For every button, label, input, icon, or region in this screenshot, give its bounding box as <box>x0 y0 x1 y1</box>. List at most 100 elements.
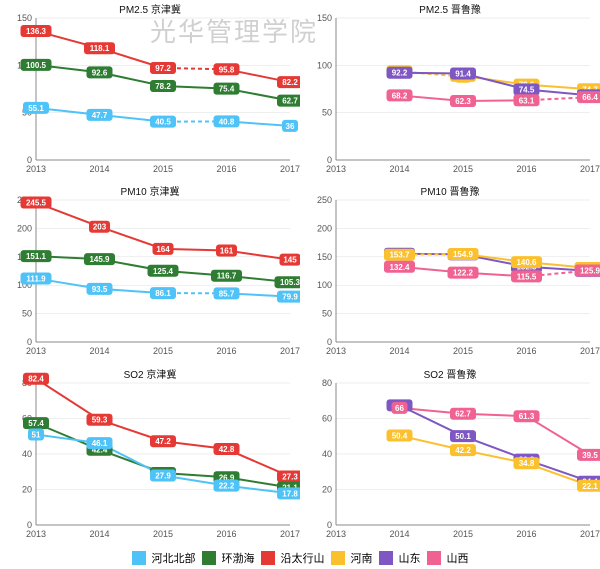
svg-text:68.2: 68.2 <box>392 91 408 100</box>
svg-text:61.3: 61.3 <box>519 412 535 421</box>
legend-label: 河北北部 <box>152 550 196 566</box>
panel-title: PM10 京津冀 <box>0 183 300 198</box>
panel-title: PM2.5 晋鲁豫 <box>300 1 600 16</box>
svg-text:2017: 2017 <box>280 346 300 356</box>
svg-text:62.3: 62.3 <box>455 97 471 106</box>
legend-label: 沿太行山 <box>281 550 325 566</box>
svg-text:91.4: 91.4 <box>455 69 471 78</box>
svg-text:50: 50 <box>322 309 332 319</box>
svg-text:27.3: 27.3 <box>282 472 298 481</box>
svg-text:47.2: 47.2 <box>155 437 171 446</box>
svg-text:97.2: 97.2 <box>155 64 171 73</box>
svg-text:2016: 2016 <box>516 529 536 539</box>
svg-text:2017: 2017 <box>280 164 300 174</box>
svg-text:153.7: 153.7 <box>389 251 410 260</box>
panel-title: SO2 京津冀 <box>0 366 300 381</box>
svg-text:63.1: 63.1 <box>519 96 535 105</box>
svg-text:2014: 2014 <box>389 346 409 356</box>
svg-text:40: 40 <box>322 449 332 459</box>
panel-title: SO2 晋鲁豫 <box>300 366 600 381</box>
svg-text:2015: 2015 <box>453 164 473 174</box>
svg-text:40: 40 <box>22 449 32 459</box>
svg-text:50: 50 <box>22 309 32 319</box>
svg-text:60: 60 <box>322 413 332 423</box>
svg-text:82.2: 82.2 <box>282 78 298 87</box>
chart-panel: SO2 晋鲁豫0204060802013201420152016201767.4… <box>300 365 600 547</box>
svg-text:59.3: 59.3 <box>92 415 108 424</box>
svg-text:2013: 2013 <box>326 529 346 539</box>
svg-text:62.7: 62.7 <box>282 97 298 106</box>
svg-text:55.1: 55.1 <box>28 104 44 113</box>
svg-text:95.8: 95.8 <box>219 65 235 74</box>
svg-text:2014: 2014 <box>389 529 409 539</box>
chart-panel: PM2.5 京津冀0501001502013201420152016201713… <box>0 0 300 182</box>
svg-text:86.1: 86.1 <box>155 289 171 298</box>
svg-text:57.4: 57.4 <box>28 419 44 428</box>
svg-text:2017: 2017 <box>280 529 300 539</box>
legend-swatch <box>427 551 441 565</box>
svg-text:36: 36 <box>286 122 295 131</box>
svg-text:2015: 2015 <box>153 529 173 539</box>
svg-text:122.2: 122.2 <box>453 269 474 278</box>
svg-text:42.8: 42.8 <box>219 445 235 454</box>
svg-text:46.1: 46.1 <box>92 439 108 448</box>
svg-text:22.1: 22.1 <box>582 481 598 490</box>
svg-text:125.4: 125.4 <box>153 267 174 276</box>
chart-panel: PM10 京津冀05010015020025020132014201520162… <box>0 182 300 364</box>
svg-text:20: 20 <box>22 484 32 494</box>
svg-text:100.5: 100.5 <box>26 61 47 70</box>
svg-text:2015: 2015 <box>453 529 473 539</box>
svg-text:2017: 2017 <box>580 529 600 539</box>
svg-text:51: 51 <box>32 430 41 439</box>
svg-text:75.4: 75.4 <box>219 85 235 94</box>
svg-text:2017: 2017 <box>580 164 600 174</box>
svg-text:2013: 2013 <box>26 164 46 174</box>
svg-text:136.3: 136.3 <box>26 27 47 36</box>
svg-text:74.5: 74.5 <box>519 85 535 94</box>
chart-panel: PM10 晋鲁豫05010015020025020132014201520162… <box>300 182 600 364</box>
svg-text:85.7: 85.7 <box>219 290 235 299</box>
svg-text:79.9: 79.9 <box>282 293 298 302</box>
legend-swatch <box>202 551 216 565</box>
chart-grid: PM2.5 京津冀0501001502013201420152016201713… <box>0 0 600 569</box>
legend-swatch <box>261 551 275 565</box>
svg-text:92.2: 92.2 <box>392 69 408 78</box>
svg-text:132.4: 132.4 <box>389 263 410 272</box>
svg-text:203: 203 <box>93 223 107 232</box>
svg-text:2014: 2014 <box>389 164 409 174</box>
svg-text:200: 200 <box>317 224 332 234</box>
svg-text:27.9: 27.9 <box>155 471 171 480</box>
svg-text:145: 145 <box>283 256 297 265</box>
svg-text:66: 66 <box>395 404 404 413</box>
svg-text:50: 50 <box>322 108 332 118</box>
svg-text:2014: 2014 <box>89 164 109 174</box>
svg-text:150: 150 <box>317 252 332 262</box>
legend-swatch <box>379 551 393 565</box>
svg-text:111.9: 111.9 <box>26 275 46 284</box>
svg-text:2013: 2013 <box>326 346 346 356</box>
panel-title: PM10 晋鲁豫 <box>300 183 600 198</box>
svg-text:2016: 2016 <box>216 164 236 174</box>
svg-text:2015: 2015 <box>453 346 473 356</box>
svg-text:50.4: 50.4 <box>392 431 408 440</box>
svg-text:105.3: 105.3 <box>280 279 300 288</box>
chart-panel: PM2.5 晋鲁豫0501001502013201420152016201793… <box>300 0 600 182</box>
svg-text:2016: 2016 <box>216 529 236 539</box>
svg-text:78.2: 78.2 <box>155 82 171 91</box>
legend-label: 山西 <box>447 550 469 566</box>
svg-text:151.1: 151.1 <box>26 253 47 262</box>
svg-text:100: 100 <box>317 281 332 291</box>
legend: 河北北部环渤海沿太行山河南山东山西 <box>0 547 600 569</box>
svg-text:22.2: 22.2 <box>219 481 235 490</box>
svg-text:2014: 2014 <box>89 346 109 356</box>
svg-text:161: 161 <box>220 247 234 256</box>
svg-text:34.8: 34.8 <box>519 459 535 468</box>
svg-text:40.8: 40.8 <box>219 117 235 126</box>
svg-text:50.1: 50.1 <box>455 432 471 441</box>
svg-text:2015: 2015 <box>153 346 173 356</box>
svg-text:140.6: 140.6 <box>516 258 537 267</box>
legend-swatch <box>132 551 146 565</box>
svg-text:145.9: 145.9 <box>89 255 110 264</box>
svg-text:17.8: 17.8 <box>282 489 298 498</box>
svg-text:62.7: 62.7 <box>455 409 471 418</box>
